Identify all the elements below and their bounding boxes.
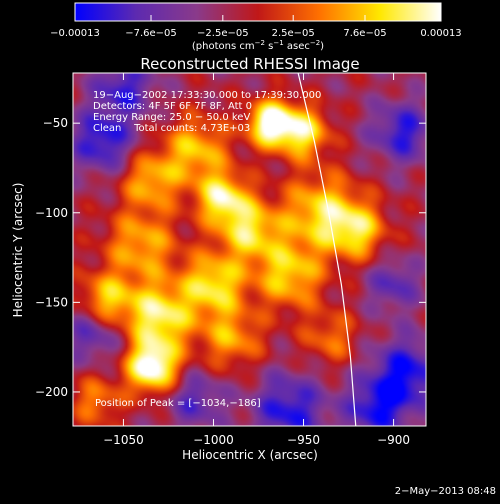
- x-axis-label: Heliocentric X (arcsec): [182, 448, 318, 462]
- info-annotations: 19−Aug−2002 17:33:30.000 to 17:39:30.000…: [93, 90, 321, 134]
- colorbar-tick-label: −7.6e−05: [125, 28, 177, 39]
- colorbar: [74, 2, 442, 22]
- annotation-detectors: Detectors: 4F 5F 6F 7F 8F, Att 0: [93, 101, 252, 112]
- y-tick-label: −150: [35, 295, 68, 309]
- y-axis-label: Heliocentric Y (arcsec): [11, 183, 25, 318]
- y-tick-label: −100: [35, 206, 68, 220]
- annotation-peak-position: Position of Peak = [−1034,−186]: [95, 398, 261, 409]
- colorbar-tick-label: −0.00013: [50, 28, 100, 39]
- chart-title: Reconstructed RHESSI Image: [140, 55, 359, 73]
- colorbar-label: (photons cm−2 s−1 asec−2): [192, 39, 324, 52]
- colorbar-tick-label: −2.5e−05: [197, 28, 249, 39]
- x-tick-label: −1050: [103, 433, 144, 447]
- heatmap-image: [73, 73, 426, 426]
- colorbar-ticks: −0.00013 −7.6e−05 −2.5e−05 2.5e−05 7.6e−05 0.…: [50, 15, 462, 39]
- y-tick-label: −50: [43, 116, 68, 130]
- plot-frame: [72, 72, 427, 427]
- x-tick-label: −900: [377, 433, 410, 447]
- colorbar-tick-label: 2.5e−05: [272, 28, 315, 39]
- annotation-energy-range: Energy Range: 25.0 − 50.0 keV: [93, 112, 250, 123]
- x-tick-label: −1000: [193, 433, 234, 447]
- y-axis-ticks: −50 −100 −150 −200: [35, 116, 426, 399]
- y-tick-label: −200: [35, 385, 68, 399]
- footer-timestamp: 2−May−2013 08:48: [395, 486, 496, 497]
- x-axis-ticks: −1050 −1000 −950 −900: [103, 73, 410, 447]
- colorbar-tick-label: 0.00013: [420, 28, 461, 39]
- annotation-time-range: 19−Aug−2002 17:33:30.000 to 17:39:30.000: [93, 90, 321, 101]
- annotation-total-counts: Clean Total counts: 4.73E+03: [93, 123, 250, 134]
- colorbar-tick-label: 7.6e−05: [343, 28, 386, 39]
- x-tick-label: −950: [287, 433, 320, 447]
- solar-limb-curve: [297, 73, 357, 426]
